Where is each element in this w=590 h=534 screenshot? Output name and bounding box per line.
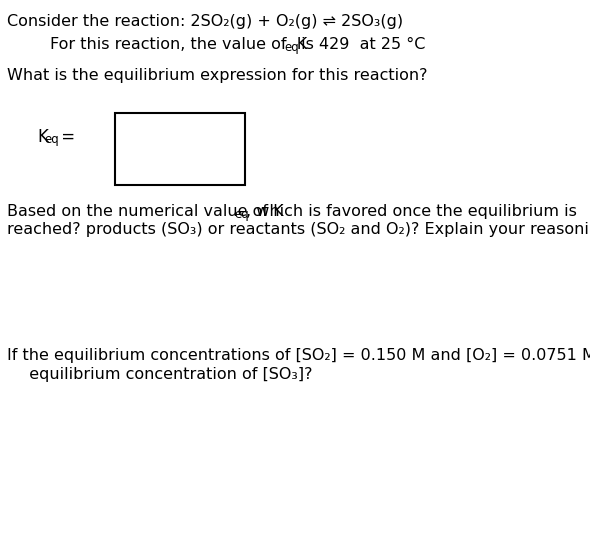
Text: Based on the numerical value of K: Based on the numerical value of K [7,204,284,219]
Text: eq: eq [284,41,299,54]
Text: eq: eq [235,208,250,221]
Text: =: = [56,128,76,146]
Text: eq: eq [45,133,60,146]
Text: reached? products (SO₃) or reactants (SO₂ and O₂)? Explain your reasoning.: reached? products (SO₃) or reactants (SO… [7,222,590,237]
Text: What is the equilibrium expression for this reaction?: What is the equilibrium expression for t… [7,68,428,83]
Text: is 429  at 25 °C: is 429 at 25 °C [296,37,426,52]
Text: , which is favored once the equilibrium is: , which is favored once the equilibrium … [247,204,577,219]
Text: K: K [37,128,48,146]
Bar [115,113,245,185]
Text: equilibrium concentration of [SO₃]?: equilibrium concentration of [SO₃]? [19,367,313,382]
Text: Consider the reaction: 2SO₂(g) + O₂(g) ⇌ 2SO₃(g): Consider the reaction: 2SO₂(g) + O₂(g) ⇌… [7,14,403,29]
Text: If the equilibrium concentrations of [SO₂] = 0.150 M and [O₂] = 0.0751 M, what i: If the equilibrium concentrations of [SO… [7,348,590,363]
Text: For this reaction, the value of  K: For this reaction, the value of K [50,37,307,52]
